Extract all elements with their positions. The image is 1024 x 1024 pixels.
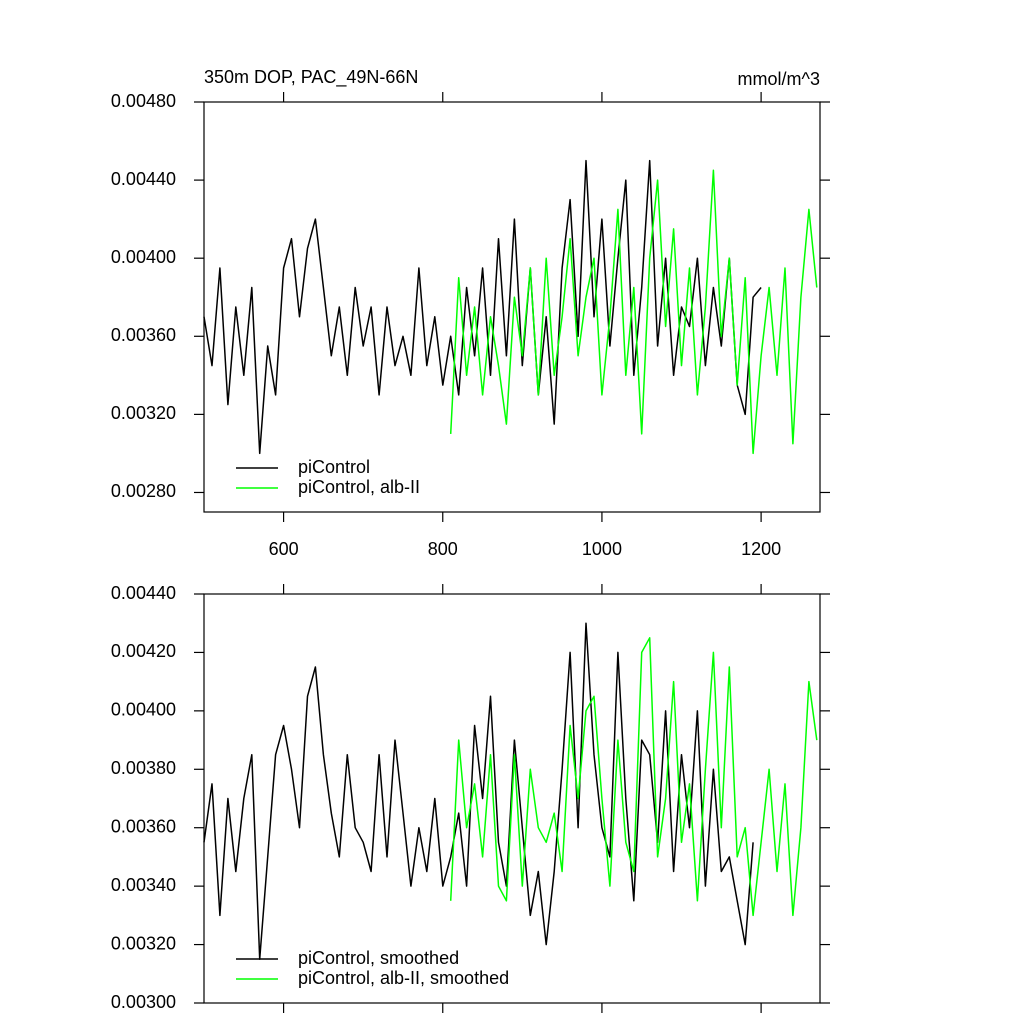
series-line	[203, 622, 754, 960]
y-tick-label: 0.00340	[111, 875, 176, 895]
x-tick-label: 1200	[741, 539, 781, 559]
y-tick-label: 0.00320	[111, 933, 176, 953]
y-tick-label: 0.00400	[111, 700, 176, 720]
plot-frame	[203, 593, 821, 1004]
series-line	[449, 637, 818, 917]
y-tick-label: 0.00440	[111, 583, 176, 603]
units-label: mmol/m^3	[738, 69, 820, 89]
y-tick-label: 0.00300	[111, 992, 176, 1012]
legend-label: piControl, alb-II, smoothed	[298, 968, 509, 988]
x-tick-label: 600	[269, 539, 299, 559]
plot-frame	[203, 101, 821, 513]
y-tick-label: 0.00480	[111, 91, 176, 111]
y-tick-label: 0.00360	[111, 325, 176, 345]
y-tick-label: 0.00440	[111, 169, 176, 189]
legend-label: piControl, alb-II	[298, 477, 420, 497]
y-tick-label: 0.00320	[111, 403, 176, 423]
y-tick-label: 0.00400	[111, 247, 176, 267]
legend-label: piControl, smoothed	[298, 948, 459, 968]
y-tick-label: 0.00280	[111, 481, 176, 501]
y-tick-label: 0.00380	[111, 758, 176, 778]
y-tick-label: 0.00420	[111, 641, 176, 661]
y-tick-label: 0.00360	[111, 816, 176, 836]
chart-title: 350m DOP, PAC_49N-66N	[204, 67, 418, 88]
legend-label: piControl	[298, 457, 370, 477]
x-tick-label: 800	[428, 539, 458, 559]
x-tick-label: 1000	[582, 539, 622, 559]
series-line	[449, 169, 818, 455]
